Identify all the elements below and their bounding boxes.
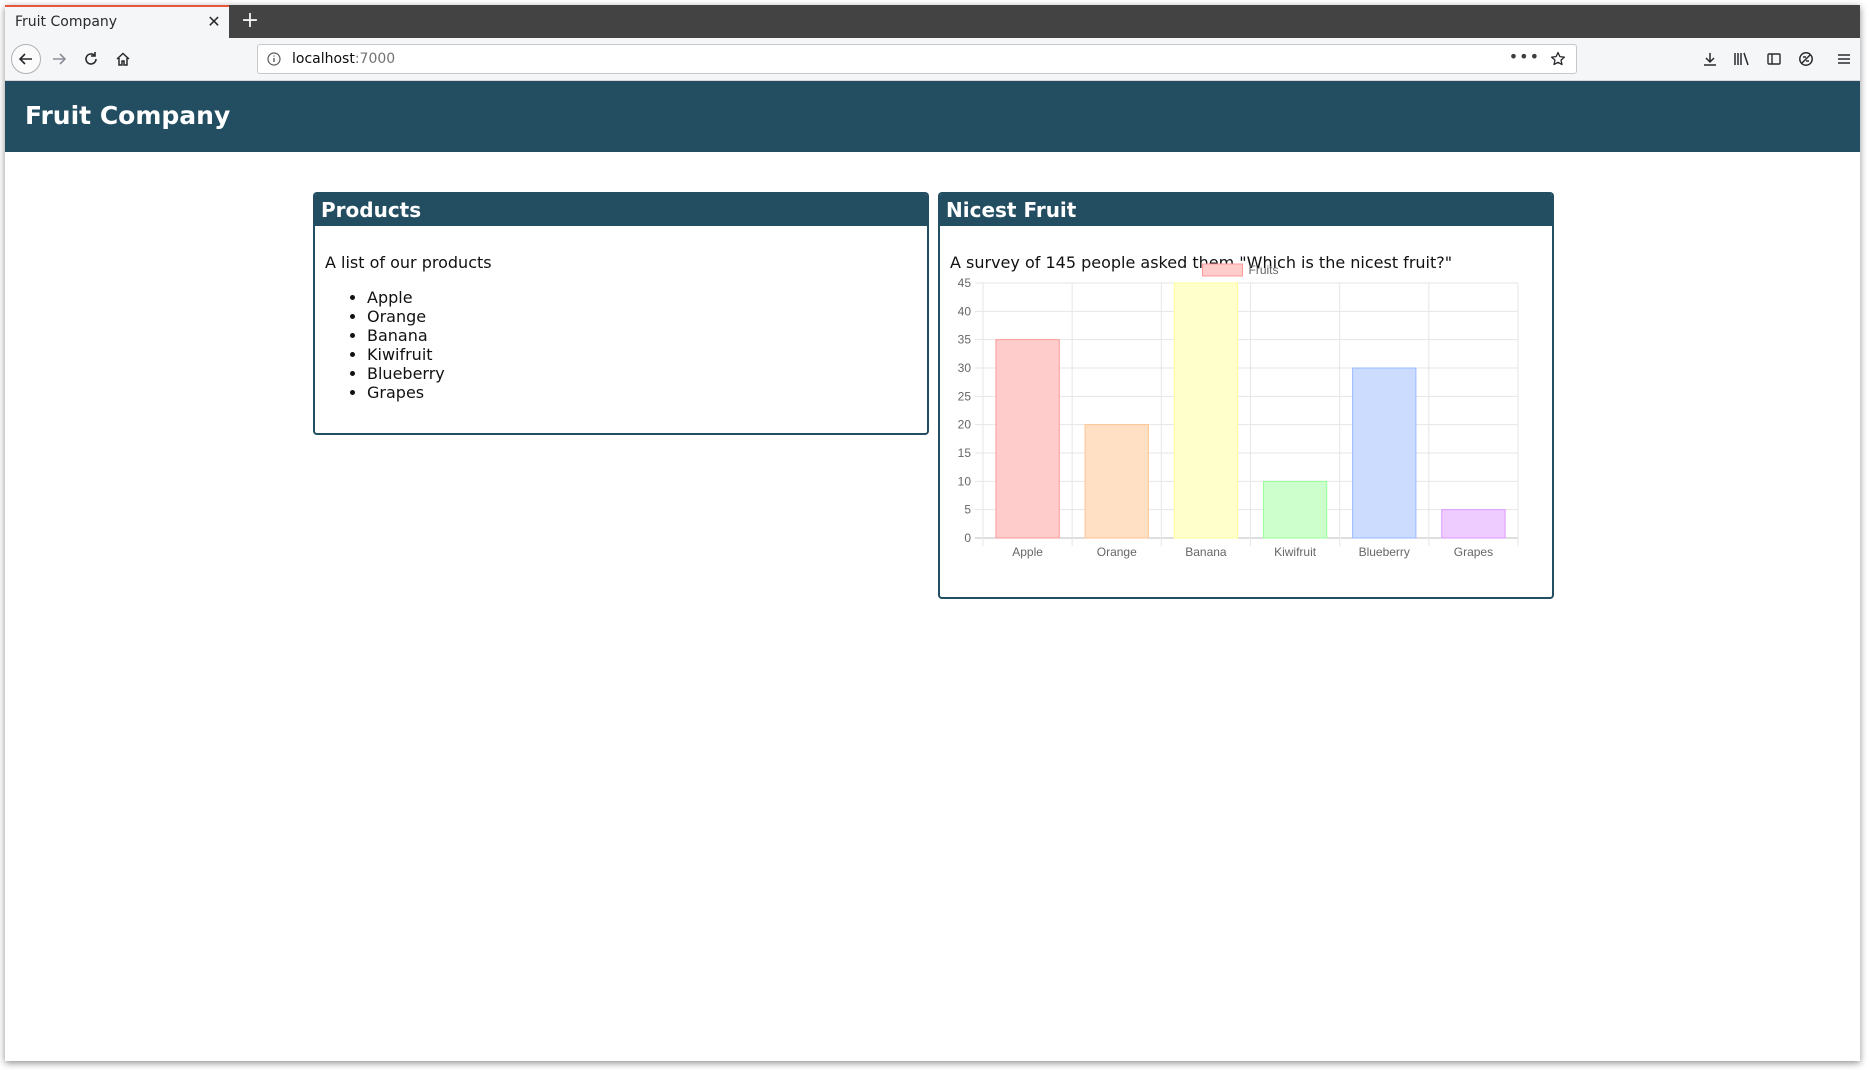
bar xyxy=(1441,509,1506,539)
bookmark-star-icon[interactable] xyxy=(1550,51,1566,67)
bar xyxy=(1173,282,1239,539)
bar xyxy=(1352,367,1417,539)
extension-button[interactable] xyxy=(1791,44,1821,74)
url-bar[interactable]: localhost:7000 ••• xyxy=(257,44,1577,74)
bar xyxy=(1262,480,1328,539)
product-item: Kiwifruit xyxy=(367,345,445,364)
page-actions-icon[interactable]: ••• xyxy=(1508,47,1540,66)
site-header: Fruit Company xyxy=(5,81,1860,152)
y-tick-label: 15 xyxy=(958,446,972,460)
x-tick-label: Blueberry xyxy=(1359,545,1410,559)
fruit-bar-chart: 0 5 10 15 20 25 30 35 40 45 Apple Orange Banana Kiwif… xyxy=(958,263,1519,559)
y-tick-label: 10 xyxy=(958,474,972,488)
nicest-fruit-card: Nicest Fruit A survey of 145 people aske… xyxy=(938,192,1554,599)
info-icon[interactable] xyxy=(267,52,281,66)
y-tick-label: 35 xyxy=(958,333,972,347)
download-icon xyxy=(1704,53,1716,66)
y-tick-label: 5 xyxy=(964,503,971,517)
legend-swatch xyxy=(1202,263,1243,277)
product-item: Orange xyxy=(367,307,445,326)
x-tick-label: Orange xyxy=(1097,545,1137,559)
browser-tab-active[interactable]: Fruit Company ✕ xyxy=(5,5,229,38)
legend-label: Fruits xyxy=(1249,263,1279,277)
nicest-fruit-card-title: Nicest Fruit xyxy=(940,194,1552,226)
sidebar-button[interactable] xyxy=(1759,44,1789,74)
x-tick-label: Banana xyxy=(1185,545,1227,559)
product-item: Blueberry xyxy=(367,364,445,383)
back-button[interactable] xyxy=(11,44,41,74)
product-list: AppleOrangeBananaKiwifruitBlueberryGrape… xyxy=(327,288,445,402)
reload-icon xyxy=(85,52,97,65)
home-button[interactable] xyxy=(108,44,138,74)
products-description: A list of our products xyxy=(325,253,492,272)
library-icon xyxy=(1734,52,1749,66)
y-tick-label: 45 xyxy=(958,276,972,290)
url-port: :7000 xyxy=(354,51,396,67)
product-item: Banana xyxy=(367,326,445,345)
site-title: Fruit Company xyxy=(25,101,231,130)
back-arrow-icon xyxy=(18,53,32,65)
bar xyxy=(995,339,1060,539)
y-tick-label: 20 xyxy=(958,418,972,432)
menu-button[interactable] xyxy=(1829,44,1859,74)
reload-button[interactable] xyxy=(76,44,106,74)
close-tab-icon[interactable]: ✕ xyxy=(207,12,221,31)
survey-description: A survey of 145 people asked them "Which… xyxy=(950,253,1453,272)
extension-icon xyxy=(1799,52,1813,66)
tab-title: Fruit Company xyxy=(15,14,118,30)
browser-window: Fruit Company ✕ + localhost:7000 ••• xyxy=(5,5,1860,1061)
bar xyxy=(1084,424,1149,539)
y-tick-label: 25 xyxy=(958,389,972,403)
home-icon xyxy=(116,52,130,66)
url-host: localhost xyxy=(292,51,355,67)
hamburger-menu-icon xyxy=(1838,54,1850,64)
forward-button[interactable] xyxy=(44,44,74,74)
downloads-button[interactable] xyxy=(1695,44,1725,74)
y-tick-label: 30 xyxy=(958,361,972,375)
x-tick-label: Kiwifruit xyxy=(1274,545,1317,559)
navigation-bar: localhost:7000 ••• xyxy=(5,38,1860,81)
x-tick-label: Apple xyxy=(1012,545,1043,559)
product-item: Apple xyxy=(367,288,445,307)
products-card: Products A list of our products AppleOra… xyxy=(313,192,929,435)
forward-arrow-icon xyxy=(53,53,67,65)
products-card-title: Products xyxy=(315,194,927,226)
sidebar-icon xyxy=(1767,53,1781,65)
library-button[interactable] xyxy=(1727,44,1757,74)
new-tab-icon[interactable]: + xyxy=(240,8,260,33)
y-tick-label: 0 xyxy=(964,531,971,545)
y-tick-label: 40 xyxy=(958,304,972,318)
product-item: Grapes xyxy=(367,383,445,402)
x-tick-label: Grapes xyxy=(1454,545,1493,559)
tab-strip: Fruit Company ✕ + xyxy=(5,5,1860,38)
url-text: localhost:7000 xyxy=(292,51,395,67)
